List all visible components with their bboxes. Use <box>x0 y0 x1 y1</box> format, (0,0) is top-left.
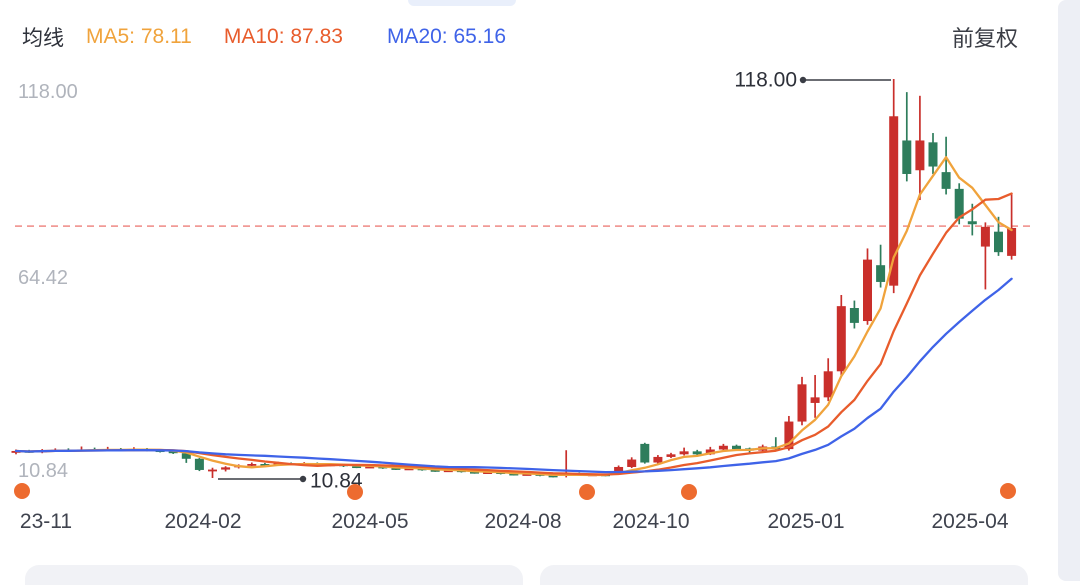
candle-body <box>810 397 820 403</box>
candle-body <box>692 451 702 455</box>
ma5-line <box>14 156 1013 477</box>
event-dot[interactable] <box>14 483 30 499</box>
y-axis-label-mid: 64.42 <box>18 267 69 289</box>
candle-body <box>732 445 741 450</box>
y-axis-label-max: 118.00 <box>18 81 78 103</box>
candle-body <box>483 472 493 474</box>
candle-body <box>849 308 859 323</box>
candle-body <box>443 470 453 473</box>
high-leader-dot <box>799 76 807 84</box>
price-adjustment-toggle[interactable]: 前复权 <box>951 26 1018 51</box>
y-axis-label-min: 10.84 <box>18 460 69 482</box>
x-axis-label: 2024-05 <box>331 510 409 533</box>
low-leader-dot <box>299 475 307 483</box>
candle-body <box>797 384 807 422</box>
indicator-header: 均线 MA5: 78.11 MA10: 87.83 MA20: 65.16 <box>22 22 506 52</box>
candle-body <box>941 172 951 189</box>
ma20-value: MA20: 65.16 <box>386 25 507 48</box>
candle-body <box>614 466 624 473</box>
bottom-card-left[interactable] <box>25 565 523 585</box>
candle-body <box>365 466 375 469</box>
x-axis-label: 2024-02 <box>164 510 242 533</box>
event-dot[interactable] <box>579 484 595 500</box>
candle-body <box>430 469 440 472</box>
x-axis-label: 2025-04 <box>931 510 1009 533</box>
ma10-line <box>14 192 1013 476</box>
ma5-value: MA5: 78.11 <box>86 25 192 48</box>
x-axis-label: 2024-08 <box>484 510 562 533</box>
candle-body <box>980 226 990 247</box>
candle-body <box>391 468 401 470</box>
candle-body <box>967 221 977 225</box>
x-axis-label: 2024-10 <box>612 510 690 533</box>
candle-body <box>181 453 191 459</box>
candle-body <box>994 231 1003 253</box>
candle-body <box>168 451 178 454</box>
ma10-value: MA10: 87.83 <box>223 25 343 48</box>
candle-body <box>823 371 833 398</box>
candle-body <box>902 140 912 174</box>
candle-body <box>548 475 558 478</box>
event-dot[interactable] <box>347 484 363 500</box>
candle-body <box>1007 227 1017 256</box>
candle-body <box>247 464 257 466</box>
candle-body <box>221 467 231 470</box>
candle-body <box>954 188 964 219</box>
high-annotation-label: 118.00 <box>734 69 797 92</box>
candle-body <box>470 471 479 474</box>
top-floating-panel-edge <box>408 0 516 6</box>
candle-body <box>653 456 663 463</box>
event-dot[interactable] <box>1000 483 1016 499</box>
candle-body <box>928 142 938 167</box>
candle-body <box>915 140 925 171</box>
candle-body <box>404 468 414 471</box>
candle-body <box>863 259 872 322</box>
candle-body <box>627 459 637 467</box>
x-axis-label: 2025-01 <box>767 510 845 533</box>
candle-body <box>208 469 217 472</box>
candle-body <box>640 443 650 463</box>
ma20-line <box>14 277 1013 474</box>
candle-body <box>509 473 519 476</box>
candle-body <box>666 454 676 457</box>
event-dot[interactable] <box>681 484 697 500</box>
candle-body <box>679 451 689 455</box>
candle-body <box>784 421 794 450</box>
candle-body <box>889 116 899 286</box>
candle-body <box>352 466 362 469</box>
right-side-panel[interactable] <box>1058 0 1080 581</box>
indicator-label: 均线 <box>22 27 64 50</box>
candle-body <box>260 464 270 466</box>
candle-body <box>836 306 846 372</box>
candle-body <box>718 445 728 450</box>
candle-body <box>194 458 204 470</box>
candle-body <box>522 474 532 476</box>
candle-body <box>705 449 715 455</box>
x-axis-label: 23-11 <box>19 510 73 533</box>
candle-body <box>876 265 886 282</box>
bottom-card-right[interactable] <box>540 565 1028 585</box>
